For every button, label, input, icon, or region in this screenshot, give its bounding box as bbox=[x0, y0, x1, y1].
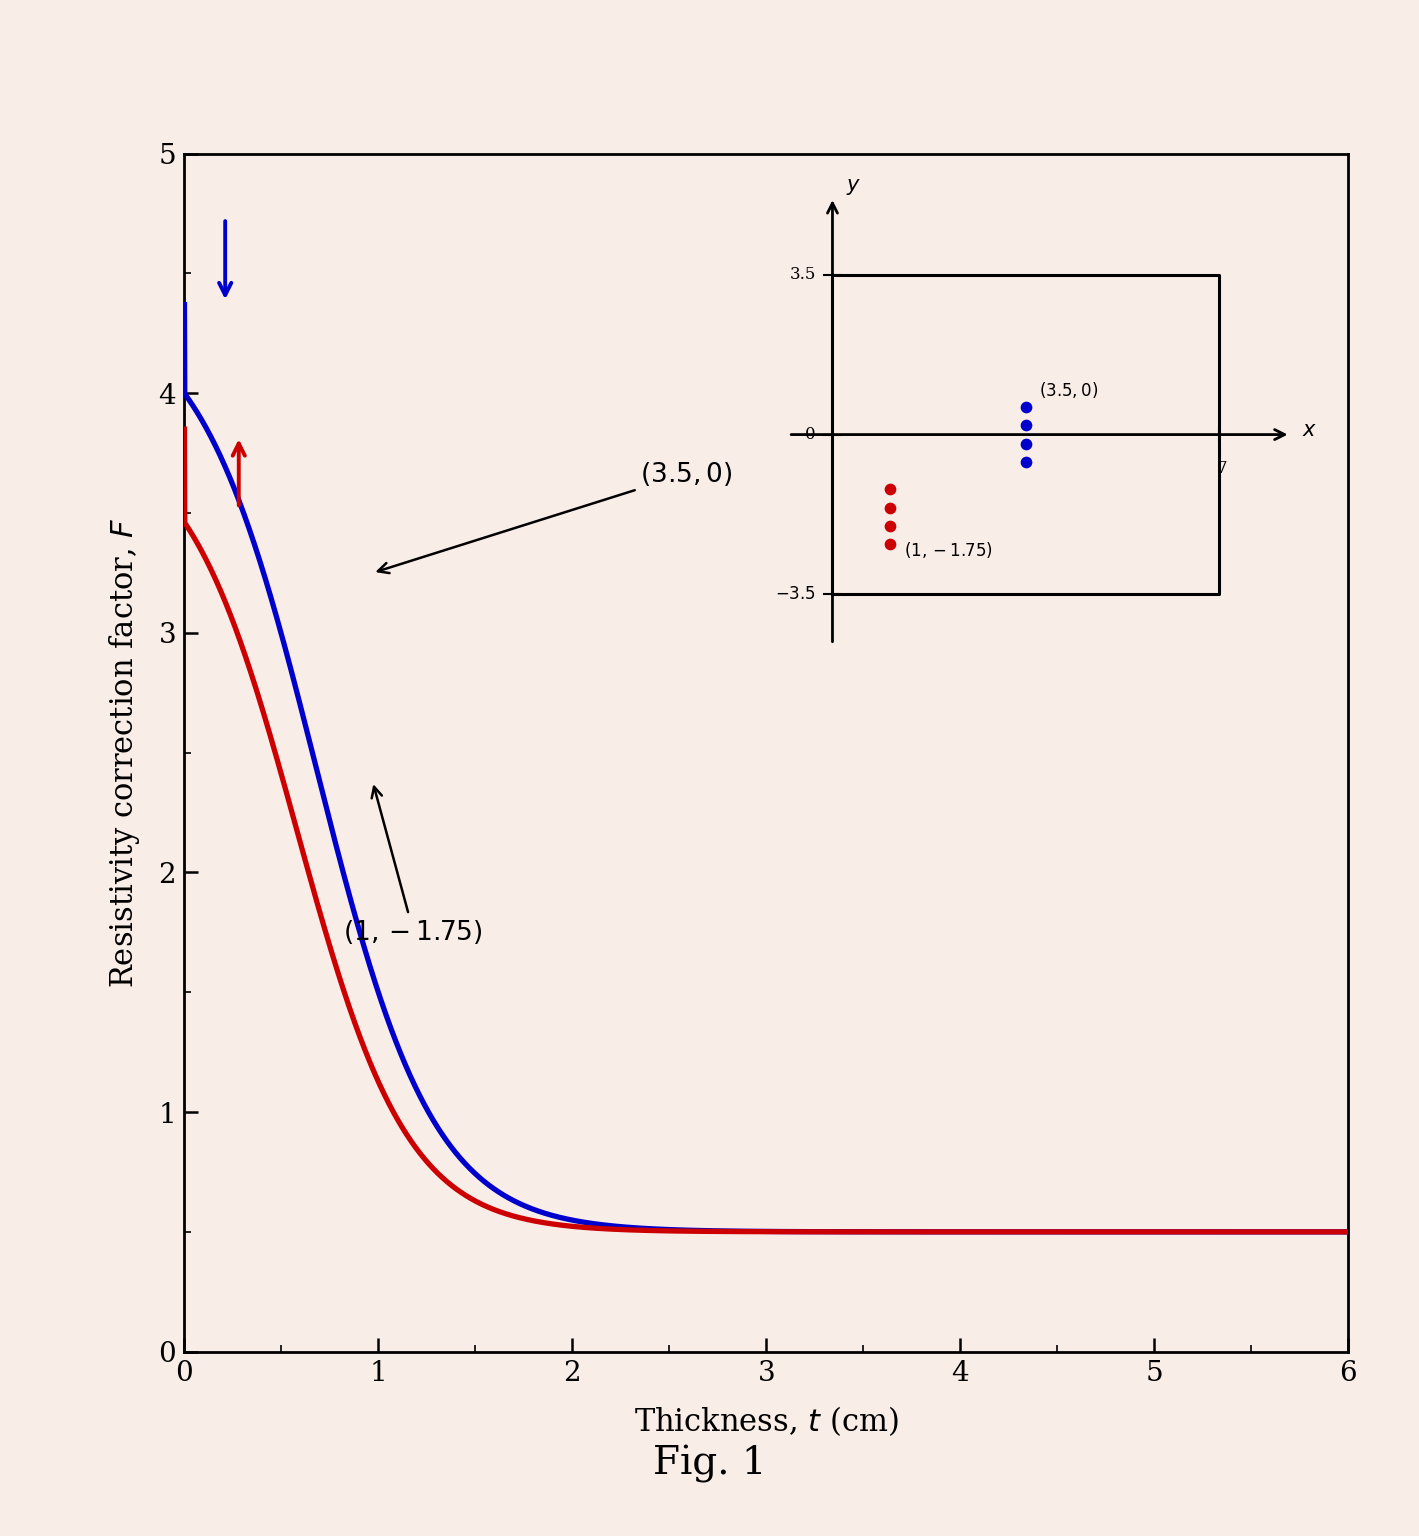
X-axis label: Thickness, $t$ (cm): Thickness, $t$ (cm) bbox=[634, 1404, 898, 1438]
Text: $(1,-1.75)$: $(1,-1.75)$ bbox=[343, 786, 484, 946]
Y-axis label: Resistivity correction factor, $F$: Resistivity correction factor, $F$ bbox=[106, 518, 142, 988]
Text: Fig. 1: Fig. 1 bbox=[653, 1445, 766, 1484]
Text: $(3.5,0)$: $(3.5,0)$ bbox=[377, 459, 732, 573]
